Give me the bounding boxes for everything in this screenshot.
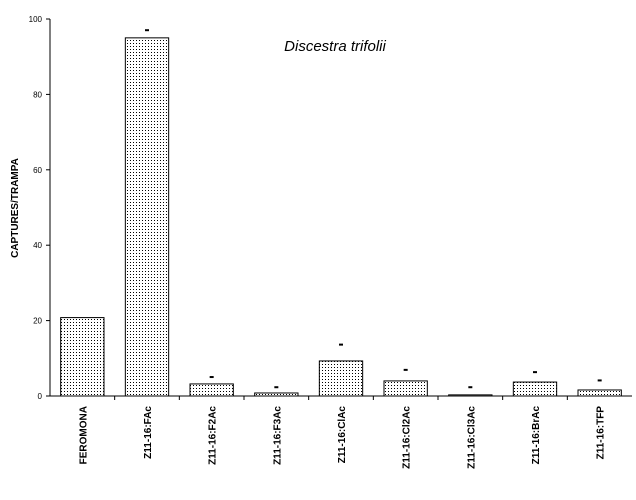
category-label: Z11-16:ClAc [337,406,348,464]
bar [577,389,622,397]
category-label: Z11-16:F2Ac [208,406,219,465]
y-tick-label: 60 [33,166,42,175]
bar [383,380,428,397]
bar [60,317,105,397]
bar [124,37,170,397]
chart-title: Discestra trifolii [284,38,386,55]
y-tick-label: 40 [33,241,42,250]
category-label: Z11-16:Cl3Ac [466,406,477,469]
bar [318,360,364,397]
category-label: Z11-16:FAc [143,406,154,459]
bar [512,381,558,397]
y-tick-label: 0 [38,392,43,401]
y-ticks: 0 20 40 60 80 100 [29,15,50,401]
x-ticks [114,396,568,400]
y-tick-label: 80 [33,90,42,99]
error-bars [145,29,602,389]
y-tick-label: 100 [29,15,43,24]
y-axis-title: CAPTURES/TRAMPA [10,158,21,258]
bars [60,37,622,397]
category-label: Z11-16:TFP [596,406,607,460]
category-labels: FEROMONA Z11-16:FAc Z11-16:F2Ac Z11-16:F3Ac… [78,406,606,469]
bar [189,383,234,397]
category-label: Z11-16:F3Ac [272,406,283,465]
category-label: Z11-16:BrAc [531,406,542,465]
bar [254,392,299,397]
bar [448,394,493,397]
y-tick-label: 20 [33,317,42,326]
category-label: FEROMONA [78,406,89,464]
category-label: Z11-16:Cl2Ac [402,406,413,469]
